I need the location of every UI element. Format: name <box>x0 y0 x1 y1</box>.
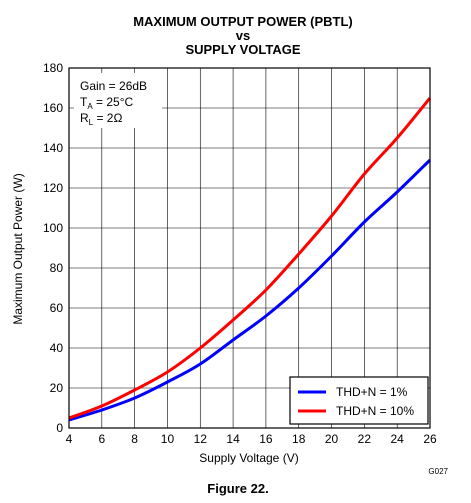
chart-title-line1: MAXIMUM OUTPUT POWER (PBTL) <box>133 14 353 29</box>
y-tick-label: 60 <box>50 301 64 315</box>
y-axis-label: Maximum Output Power (W) <box>11 173 25 324</box>
legend: THD+N = 1% THD+N = 10% <box>289 376 429 425</box>
annotation-box <box>74 73 162 128</box>
x-tick-label: 12 <box>194 432 208 446</box>
x-tick-labels: 4 6 8 10 12 14 16 18 20 22 24 26 <box>66 432 437 446</box>
chart-title-line2: vs <box>236 28 250 43</box>
x-tick-label: 26 <box>423 432 437 446</box>
x-tick-label: 20 <box>325 432 339 446</box>
series-layer <box>68 97 432 422</box>
y-tick-label: 180 <box>43 61 63 75</box>
x-tick-label: 16 <box>259 432 273 446</box>
y-tick-label: 80 <box>50 261 64 275</box>
y-tick-label: 40 <box>50 341 64 355</box>
y-tick-label: 20 <box>50 381 64 395</box>
x-tick-label: 18 <box>292 432 306 446</box>
chart-title-line3: SUPPLY VOLTAGE <box>185 42 300 57</box>
x-tick-label: 4 <box>66 432 73 446</box>
x-tick-label: 14 <box>226 432 240 446</box>
y-tick-label: 120 <box>43 181 63 195</box>
x-tick-label: 22 <box>358 432 372 446</box>
legend-label-thd-1: THD+N = 1% <box>336 385 408 399</box>
x-tick-label: 8 <box>131 432 138 446</box>
series-line-thd-1 <box>68 158 432 422</box>
annotation-ta: TA = 25°C <box>80 95 134 111</box>
x-tick-label: 6 <box>98 432 105 446</box>
figure-code: G027 <box>428 467 448 476</box>
y-tick-labels: 0 20 40 60 80 100 120 140 160 180 <box>43 61 63 435</box>
x-axis-label: Supply Voltage (V) <box>199 451 298 465</box>
plot-frame <box>68 67 431 429</box>
y-tick-label: 100 <box>43 221 63 235</box>
y-tick-label: 160 <box>43 101 63 115</box>
series-line-thd-10 <box>68 97 432 420</box>
legend-box <box>289 376 429 425</box>
figure-caption: Figure 22. <box>207 481 268 496</box>
annotation-rl: RL = 2Ω <box>80 111 122 127</box>
x-tick-label: 24 <box>391 432 405 446</box>
y-tick-label: 140 <box>43 141 63 155</box>
x-tick-label: 10 <box>161 432 175 446</box>
y-tick-label: 0 <box>56 421 63 435</box>
legend-label-thd-10: THD+N = 10% <box>336 404 414 418</box>
annotation-gain: Gain = 26dB <box>80 79 147 93</box>
